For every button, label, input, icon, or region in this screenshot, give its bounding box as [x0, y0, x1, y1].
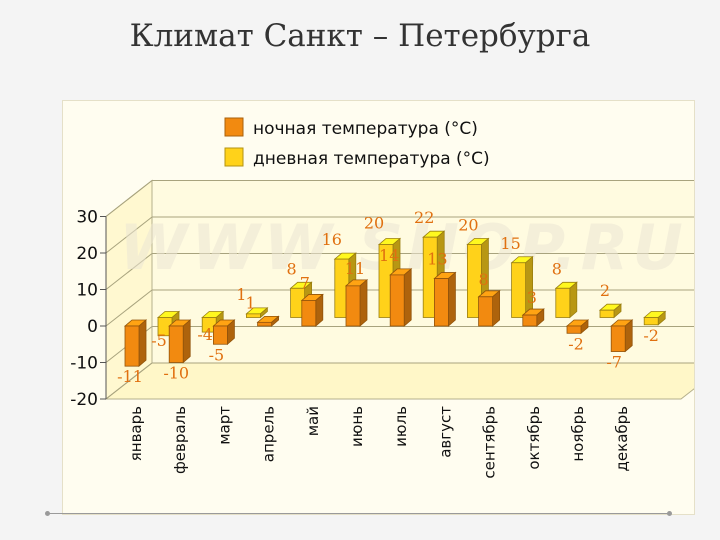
y-tick-label: 0 [87, 317, 98, 337]
value-label: 20 [458, 216, 478, 235]
x-tick-label: январь [127, 406, 145, 461]
value-label: 7 [300, 273, 310, 292]
value-label: 11 [345, 259, 365, 278]
bar [345, 285, 361, 327]
value-label: -4 [197, 325, 213, 344]
bar-side [492, 289, 501, 327]
legend-label: дневная температура (°C) [253, 149, 490, 169]
value-label: 22 [414, 208, 434, 227]
gridline-side [105, 253, 153, 290]
y-tick-label: -20 [70, 390, 98, 410]
bar [124, 325, 140, 367]
gridline-side [105, 180, 153, 217]
bar [212, 325, 228, 345]
bar-side [182, 319, 191, 364]
bar-side [403, 268, 412, 327]
bar-side [359, 278, 368, 327]
value-label: 1 [246, 293, 256, 312]
bar [478, 296, 494, 327]
x-tick-label: июль [392, 406, 410, 447]
x-tick-label: август [436, 406, 454, 458]
bar [566, 325, 582, 334]
divider-dot-right [667, 511, 672, 516]
x-tick-label: ноябрь [569, 406, 587, 462]
x-tick-label: июнь [348, 406, 366, 447]
gridline-side [105, 289, 153, 327]
bar [511, 262, 527, 318]
bar [610, 325, 626, 352]
bar [245, 313, 261, 318]
y-tick-label: 30 [76, 208, 98, 228]
slide-title: Климат Санкт – Петербурга [129, 18, 591, 54]
value-label: 8 [479, 270, 489, 289]
bar-side [138, 319, 147, 368]
value-label: 13 [427, 250, 447, 269]
bar [389, 274, 405, 327]
bar-side [569, 281, 578, 319]
x-tick-label: февраль [171, 406, 189, 474]
divider-dot-left [45, 511, 50, 516]
x-tick-label: май [304, 406, 322, 436]
legend-swatch [224, 147, 244, 167]
gridline-side [105, 216, 153, 254]
gridline-side [105, 362, 153, 400]
chart-frame: 30 20 10 0 -10 -20 WWW.SHOP.RU ночная температу… [62, 100, 695, 515]
value-label: -10 [163, 364, 189, 383]
y-tick-label: -10 [70, 354, 98, 374]
value-label: -5 [151, 331, 167, 350]
value-label: -5 [209, 345, 225, 364]
value-label: 14 [379, 246, 399, 265]
value-label: 3 [527, 288, 537, 307]
x-tick-label: сентябрь [481, 406, 499, 479]
value-label: 1 [236, 285, 246, 304]
value-label: 20 [364, 214, 384, 233]
value-label: -2 [568, 334, 584, 353]
bar [555, 287, 571, 318]
bar [433, 278, 449, 327]
value-label: 8 [287, 259, 297, 278]
value-label: 16 [322, 230, 342, 249]
x-tick-label: декабрь [613, 406, 631, 471]
value-label: 2 [600, 281, 610, 300]
x-tick-label: апрель [260, 406, 278, 462]
value-label: -11 [117, 367, 143, 386]
y-tick-label: 20 [76, 244, 98, 264]
bar [257, 321, 273, 327]
value-label: 15 [500, 234, 520, 253]
bar-side [624, 319, 633, 353]
slide-divider [48, 513, 670, 514]
bar [522, 314, 538, 327]
value-label: 8 [552, 259, 562, 278]
bar-side [447, 271, 456, 327]
bar [643, 317, 659, 326]
legend-label: ночная температура (°C) [253, 119, 478, 139]
y-tick-label: 10 [76, 281, 98, 301]
bar [466, 244, 482, 318]
x-tick-label: март [215, 406, 233, 445]
bar [301, 300, 317, 327]
bar [599, 309, 615, 318]
x-tick-label: октябрь [525, 406, 543, 470]
value-label: -2 [643, 326, 659, 345]
bar [168, 325, 184, 363]
bar-side [315, 293, 324, 327]
value-label: -7 [606, 353, 622, 372]
legend-swatch [224, 117, 244, 137]
